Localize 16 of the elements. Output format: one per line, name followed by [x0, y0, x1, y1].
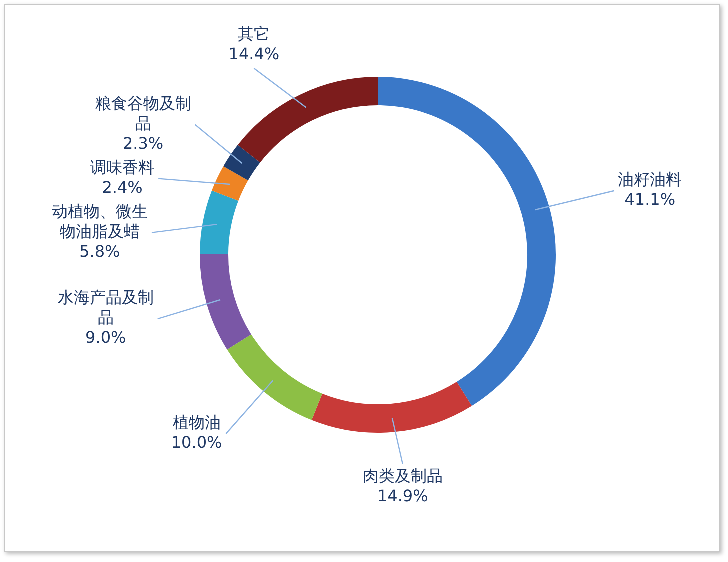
slice-label: 其它 — [238, 24, 270, 44]
slice-label: 调味香料 — [90, 158, 155, 177]
data-label: 5.8% — [80, 242, 120, 261]
data-label: 9.0% — [86, 328, 126, 348]
slice-label: 植物油 — [172, 413, 221, 432]
data-label: 2.3% — [122, 134, 164, 153]
slice-label: 水海产品及制品 — [58, 288, 154, 328]
slice-label: 油籽油料 — [618, 170, 682, 190]
slice-label: 动植物、微生物油脂及蜡 — [52, 202, 148, 241]
data-label: 2.4% — [102, 178, 143, 197]
slice-label: 粮食谷物及制品 — [95, 94, 192, 133]
slice-label: 肉类及制品 — [362, 466, 443, 486]
data-label: 10.0% — [171, 433, 222, 452]
data-label: 14.9% — [377, 486, 428, 506]
data-label: 41.1% — [624, 190, 676, 210]
data-label: 14.4% — [228, 44, 280, 64]
